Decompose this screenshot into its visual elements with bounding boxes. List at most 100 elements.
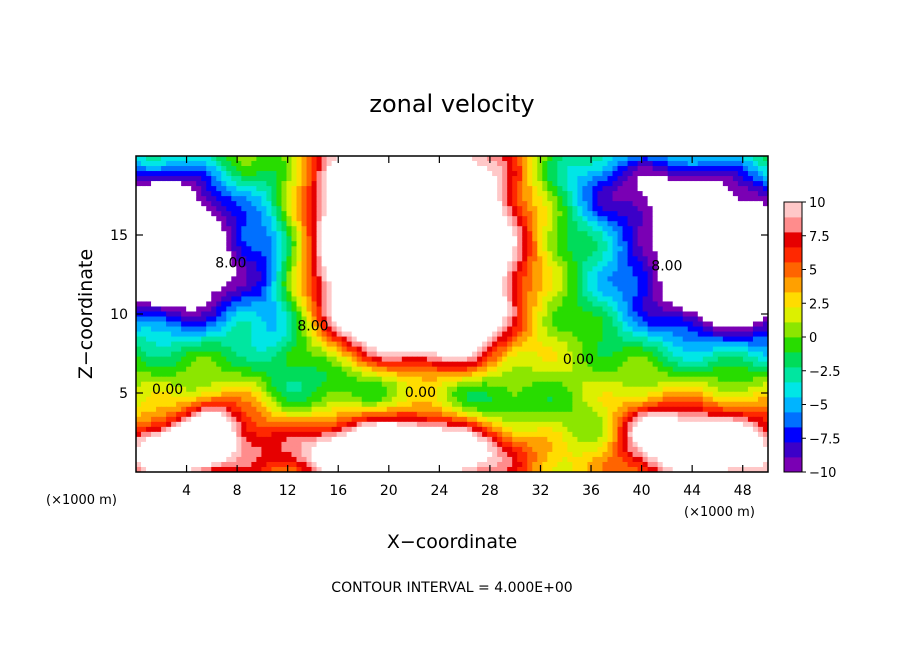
heatmap-cell [492, 291, 498, 298]
heatmap-cell [306, 306, 313, 313]
heatmap-cell [602, 221, 609, 227]
heatmap-cell [712, 166, 719, 172]
heatmap-cell [467, 191, 473, 197]
heatmap-cell [406, 161, 413, 167]
heatmap-cell [136, 241, 142, 247]
heatmap-cell [532, 346, 538, 353]
heatmap-cell [707, 171, 714, 177]
heatmap-cell [426, 306, 433, 313]
heatmap-cell [371, 221, 378, 227]
heatmap-cell [617, 186, 624, 192]
heatmap-cell [391, 176, 398, 182]
heatmap-cell [547, 231, 553, 237]
heatmap-cell [316, 286, 323, 293]
heatmap-cell [487, 261, 493, 267]
heatmap-cell [411, 276, 418, 282]
heatmap-cell [612, 161, 619, 167]
heatmap-cell [692, 346, 699, 353]
heatmap-cell [166, 346, 172, 353]
heatmap-cell [537, 211, 543, 217]
heatmap-cell [567, 321, 573, 328]
heatmap-cell [401, 206, 408, 212]
heatmap-cell [266, 261, 273, 267]
heatmap-cell [742, 171, 749, 177]
heatmap-cell [171, 316, 177, 323]
heatmap-cell [246, 266, 252, 272]
heatmap-cell [406, 246, 413, 252]
heatmap-cell [737, 226, 744, 232]
heatmap-cell [426, 211, 433, 217]
heatmap-cell [441, 341, 448, 348]
heatmap-cell [426, 336, 433, 343]
heatmap-cell [537, 226, 543, 232]
heatmap-cell [166, 241, 172, 247]
heatmap-cell [356, 221, 363, 227]
heatmap-cell [151, 341, 157, 348]
heatmap-cell [667, 171, 674, 177]
heatmap-cell [271, 341, 278, 348]
heatmap-cell [527, 156, 533, 162]
heatmap-cell [752, 216, 759, 222]
heatmap-cell [737, 336, 744, 343]
heatmap-cell [136, 306, 142, 313]
heatmap-cell [482, 221, 488, 227]
heatmap-cell [737, 211, 744, 217]
heatmap-cell [622, 316, 629, 323]
heatmap-cell [231, 156, 237, 162]
heatmap-cell [226, 191, 232, 197]
heatmap-cell [667, 311, 674, 318]
heatmap-cell [321, 166, 328, 172]
heatmap-cell [291, 296, 298, 303]
heatmap-cell [707, 271, 714, 277]
heatmap-cell [577, 286, 584, 293]
heatmap-cell [191, 281, 197, 288]
heatmap-cell [271, 291, 278, 298]
heatmap-cell [381, 221, 388, 227]
heatmap-cell [441, 271, 448, 277]
heatmap-cell [136, 351, 142, 358]
heatmap-cell [592, 296, 599, 303]
heatmap-cell [462, 326, 468, 333]
heatmap-cell [542, 271, 548, 277]
heatmap-cell [381, 351, 388, 358]
heatmap-cell [477, 306, 483, 313]
heatmap-cell [326, 281, 333, 288]
heatmap-cell [246, 241, 252, 247]
heatmap-cell [577, 211, 584, 217]
heatmap-cell [572, 186, 578, 192]
heatmap-cell [597, 236, 604, 242]
heatmap-cell [582, 316, 589, 323]
heatmap-cell [642, 246, 649, 252]
heatmap-cell [617, 166, 624, 172]
heatmap-cell [306, 231, 313, 237]
heatmap-cell [667, 316, 674, 323]
heatmap-cell [507, 266, 513, 272]
heatmap-cell [411, 186, 418, 192]
heatmap-cell [301, 226, 308, 232]
heatmap-cell [537, 306, 543, 313]
heatmap-cell [286, 176, 293, 182]
heatmap-cell [286, 186, 293, 192]
heatmap-cell [687, 301, 694, 308]
heatmap-cell [136, 176, 142, 182]
heatmap-cell [201, 266, 207, 272]
heatmap-cell [246, 341, 252, 348]
heatmap-cell [537, 271, 543, 277]
heatmap-cell [467, 296, 473, 303]
heatmap-cell [462, 331, 468, 338]
heatmap-cell [406, 221, 413, 227]
heatmap-cell [301, 311, 308, 318]
heatmap-cell [537, 341, 543, 348]
heatmap-cell [592, 271, 599, 277]
heatmap-cell [241, 161, 247, 167]
heatmap-cell [336, 266, 343, 272]
heatmap-cell [672, 341, 679, 348]
heatmap-cell [376, 351, 383, 358]
heatmap-cell [762, 306, 768, 313]
heatmap-cell [637, 316, 644, 323]
heatmap-cell [452, 306, 458, 313]
heatmap-cell [527, 346, 533, 353]
heatmap-cell [592, 176, 599, 182]
heatmap-cell [181, 186, 187, 192]
heatmap-cell [446, 316, 453, 323]
